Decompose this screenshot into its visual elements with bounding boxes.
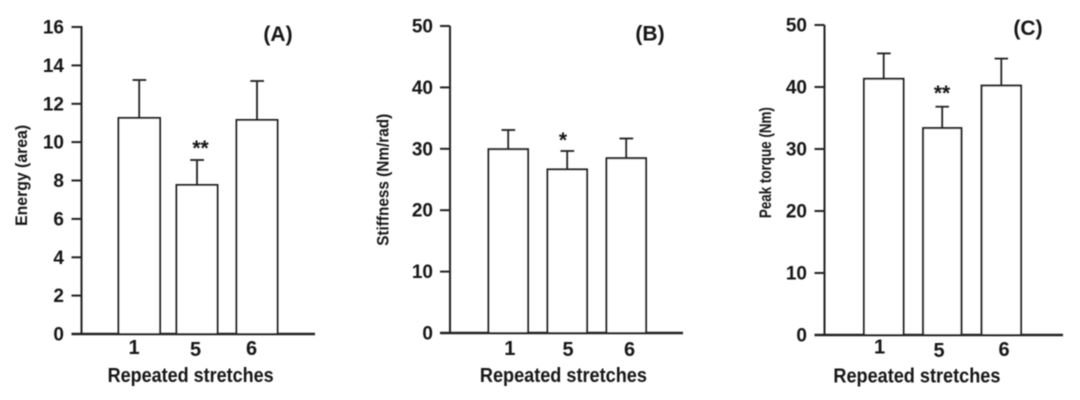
svg-text:16: 16: [43, 18, 64, 39]
svg-text:10: 10: [43, 133, 64, 154]
svg-text:6: 6: [624, 339, 635, 361]
svg-text:1: 1: [504, 338, 515, 360]
svg-text:(A): (A): [263, 23, 292, 46]
svg-text:30: 30: [786, 140, 807, 161]
svg-text:5: 5: [562, 339, 573, 361]
svg-text:6: 6: [998, 339, 1009, 361]
svg-text:1: 1: [874, 337, 885, 359]
svg-text:Repeated stretches: Repeated stretches: [108, 365, 274, 387]
svg-text:0: 0: [53, 325, 64, 346]
svg-text:**: **: [192, 137, 209, 160]
svg-text:1: 1: [128, 337, 139, 359]
svg-text:**: **: [934, 82, 951, 105]
svg-text:12: 12: [43, 94, 64, 115]
svg-text:(C): (C): [1013, 17, 1042, 40]
svg-text:40: 40: [412, 78, 433, 99]
svg-text:0: 0: [796, 326, 807, 347]
svg-text:20: 20: [786, 202, 807, 223]
svg-text:0: 0: [422, 324, 433, 345]
svg-text:Repeated stretches: Repeated stretches: [480, 365, 647, 387]
svg-text:10: 10: [786, 264, 807, 285]
svg-text:(B): (B): [635, 23, 664, 46]
svg-text:2: 2: [53, 286, 64, 307]
svg-text:6: 6: [53, 209, 64, 230]
svg-text:5: 5: [933, 340, 944, 362]
svg-text:Peak torque (Nm): Peak torque (Nm): [756, 107, 775, 218]
svg-text:50: 50: [412, 17, 433, 38]
svg-text:4: 4: [53, 248, 64, 269]
svg-text:Energy (area): Energy (area): [12, 125, 31, 226]
svg-text:40: 40: [786, 78, 807, 99]
svg-text:8: 8: [53, 171, 64, 192]
svg-text:5: 5: [190, 339, 201, 361]
svg-text:10: 10: [412, 262, 433, 283]
svg-text:20: 20: [412, 201, 433, 222]
svg-text:30: 30: [412, 139, 433, 160]
svg-text:*: *: [559, 129, 568, 152]
svg-text:50: 50: [786, 16, 807, 37]
svg-text:Repeated stretches: Repeated stretches: [833, 366, 1000, 388]
svg-text:6: 6: [246, 338, 257, 360]
svg-text:14: 14: [43, 56, 65, 77]
svg-text:Stiffness (Nm/rad): Stiffness (Nm/rad): [374, 114, 393, 246]
